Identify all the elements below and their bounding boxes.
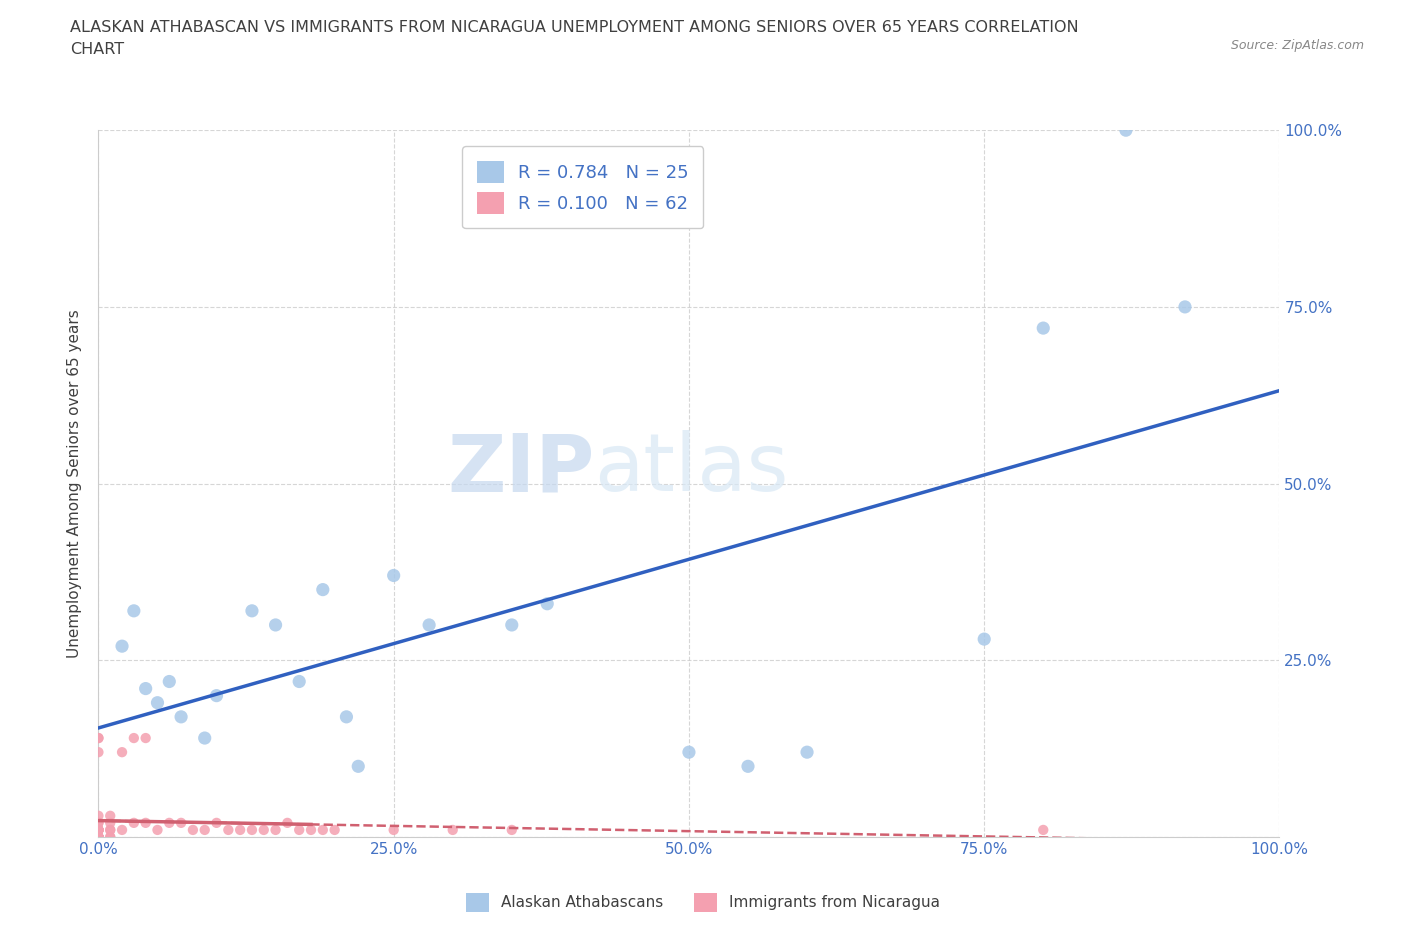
Point bbox=[87, 830, 110, 844]
Point bbox=[240, 604, 263, 618]
Point bbox=[87, 822, 110, 837]
Point bbox=[1115, 123, 1137, 138]
Point bbox=[87, 830, 110, 844]
Point bbox=[87, 822, 110, 837]
Point bbox=[111, 639, 134, 654]
Point bbox=[87, 808, 110, 823]
Point bbox=[87, 830, 110, 844]
Point bbox=[170, 710, 193, 724]
Point bbox=[135, 816, 157, 830]
Text: CHART: CHART bbox=[70, 42, 124, 57]
Point bbox=[111, 745, 134, 760]
Point bbox=[146, 696, 169, 711]
Point bbox=[122, 731, 145, 746]
Point bbox=[288, 674, 311, 689]
Point bbox=[299, 822, 322, 837]
Legend: Alaskan Athabascans, Immigrants from Nicaragua: Alaskan Athabascans, Immigrants from Nic… bbox=[460, 887, 946, 918]
Point bbox=[87, 731, 110, 746]
Text: atlas: atlas bbox=[595, 431, 789, 509]
Point bbox=[501, 822, 523, 837]
Point bbox=[253, 822, 276, 837]
Legend: R = 0.784   N = 25, R = 0.100   N = 62: R = 0.784 N = 25, R = 0.100 N = 62 bbox=[463, 146, 703, 228]
Point bbox=[312, 822, 335, 837]
Point bbox=[87, 816, 110, 830]
Point bbox=[98, 816, 121, 830]
Text: ALASKAN ATHABASCAN VS IMMIGRANTS FROM NICARAGUA UNEMPLOYMENT AMONG SENIORS OVER : ALASKAN ATHABASCAN VS IMMIGRANTS FROM NI… bbox=[70, 20, 1078, 35]
Point bbox=[1174, 299, 1197, 314]
Point bbox=[288, 822, 311, 837]
Point bbox=[796, 745, 818, 760]
Point bbox=[737, 759, 759, 774]
Point bbox=[264, 618, 287, 632]
Point bbox=[122, 816, 145, 830]
Point bbox=[87, 830, 110, 844]
Point bbox=[181, 822, 204, 837]
Point bbox=[87, 816, 110, 830]
Point bbox=[229, 822, 252, 837]
Point bbox=[122, 604, 145, 618]
Point bbox=[382, 568, 405, 583]
Point bbox=[98, 830, 121, 844]
Text: ZIP: ZIP bbox=[447, 431, 595, 509]
Point bbox=[87, 830, 110, 844]
Point bbox=[973, 631, 995, 646]
Point bbox=[98, 808, 121, 823]
Point bbox=[170, 816, 193, 830]
Point bbox=[87, 830, 110, 844]
Point bbox=[87, 822, 110, 837]
Point bbox=[87, 830, 110, 844]
Point bbox=[382, 822, 405, 837]
Point bbox=[87, 830, 110, 844]
Point bbox=[87, 830, 110, 844]
Point bbox=[536, 596, 558, 611]
Point bbox=[157, 816, 180, 830]
Point bbox=[98, 830, 121, 844]
Point bbox=[347, 759, 370, 774]
Point bbox=[98, 822, 121, 837]
Point bbox=[264, 822, 287, 837]
Point bbox=[87, 822, 110, 837]
Point bbox=[87, 745, 110, 760]
Point bbox=[87, 830, 110, 844]
Point bbox=[98, 822, 121, 837]
Point bbox=[87, 830, 110, 844]
Point bbox=[194, 731, 217, 746]
Point bbox=[335, 710, 357, 724]
Point bbox=[87, 822, 110, 837]
Point bbox=[240, 822, 263, 837]
Point bbox=[418, 618, 440, 632]
Point bbox=[678, 745, 700, 760]
Point bbox=[87, 822, 110, 837]
Point bbox=[205, 688, 228, 703]
Point bbox=[111, 822, 134, 837]
Point bbox=[87, 822, 110, 837]
Point bbox=[217, 822, 239, 837]
Point bbox=[194, 822, 217, 837]
Point bbox=[87, 830, 110, 844]
Point bbox=[135, 681, 157, 696]
Point bbox=[157, 674, 180, 689]
Point bbox=[146, 822, 169, 837]
Point bbox=[135, 731, 157, 746]
Point bbox=[87, 731, 110, 746]
Point bbox=[1032, 321, 1054, 336]
Point bbox=[501, 618, 523, 632]
Point bbox=[87, 830, 110, 844]
Y-axis label: Unemployment Among Seniors over 65 years: Unemployment Among Seniors over 65 years bbox=[67, 310, 83, 658]
Point bbox=[87, 822, 110, 837]
Point bbox=[276, 816, 298, 830]
Point bbox=[87, 830, 110, 844]
Point bbox=[312, 582, 335, 597]
Text: Source: ZipAtlas.com: Source: ZipAtlas.com bbox=[1230, 39, 1364, 52]
Point bbox=[87, 830, 110, 844]
Point bbox=[441, 822, 464, 837]
Point bbox=[1032, 822, 1054, 837]
Point bbox=[205, 816, 228, 830]
Point bbox=[87, 822, 110, 837]
Point bbox=[323, 822, 346, 837]
